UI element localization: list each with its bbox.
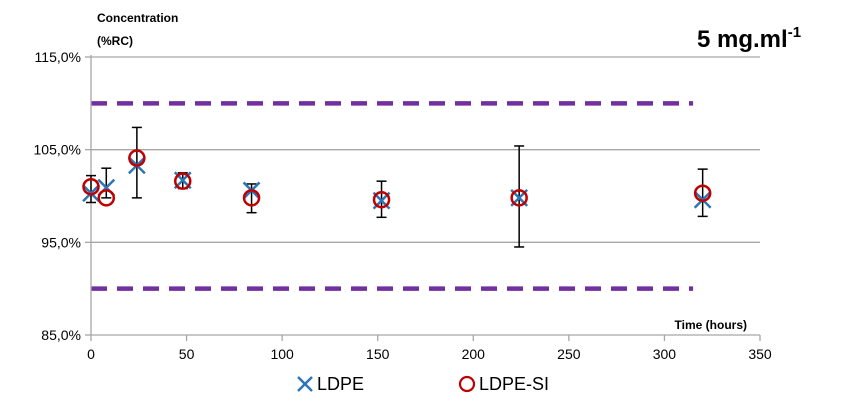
legend: LDPE LDPE-SI <box>297 374 549 394</box>
x-tick-label: 250 <box>557 346 581 362</box>
x-tick-label: 100 <box>270 346 294 362</box>
x-tick-label: 300 <box>653 346 677 362</box>
data-markers <box>82 149 712 210</box>
y-tick-label: 85,0% <box>41 327 81 343</box>
y-tick-label: 105,0% <box>34 142 81 158</box>
x-axis-title: Time (hours) <box>675 318 747 332</box>
y-axis-title-line1: Concentration <box>97 11 178 25</box>
gridlines <box>91 56 760 243</box>
legend-marker-ldpe-si <box>458 375 476 393</box>
data-point-ldpe-si <box>128 149 146 167</box>
axes: 85,0% 95,0% 105,0% 115,0% 0 50 100 150 200 250 300… <box>34 49 772 362</box>
y-axis-title-line2: (%RC) <box>97 34 133 48</box>
legend-marker-ldpe-stroke <box>297 376 313 392</box>
x-tick-label: 0 <box>87 346 95 362</box>
x-tick-label: 200 <box>462 346 486 362</box>
legend-marker-ldpe <box>297 376 313 392</box>
y-tick-label: 115,0% <box>35 49 81 65</box>
data-point-ldpe-si <box>510 189 528 207</box>
limit-lines <box>91 101 694 291</box>
chart-title-main: 5 mg.ml <box>697 26 788 53</box>
data-point-ldpe-si <box>693 184 712 202</box>
chart-title-superscript: -1 <box>788 24 801 41</box>
data-point-ldpe-si <box>242 189 261 207</box>
data-point-ldpe-si <box>372 190 391 209</box>
data-point-ldpe-si <box>173 172 192 190</box>
data-point-ldpe-si <box>97 189 116 207</box>
x-tick-label: 150 <box>366 346 390 362</box>
legend-label-ldpe-si: LDPE-SI <box>479 374 549 394</box>
x-tick-label: 350 <box>748 346 772 362</box>
chart-title: 5 mg.ml-1 <box>697 24 801 53</box>
legend-label-ldpe: LDPE <box>317 374 364 394</box>
x-tick-label: 50 <box>179 346 195 362</box>
y-tick-label: 95,0% <box>41 234 81 250</box>
data-point-ldpe-si <box>82 177 100 196</box>
